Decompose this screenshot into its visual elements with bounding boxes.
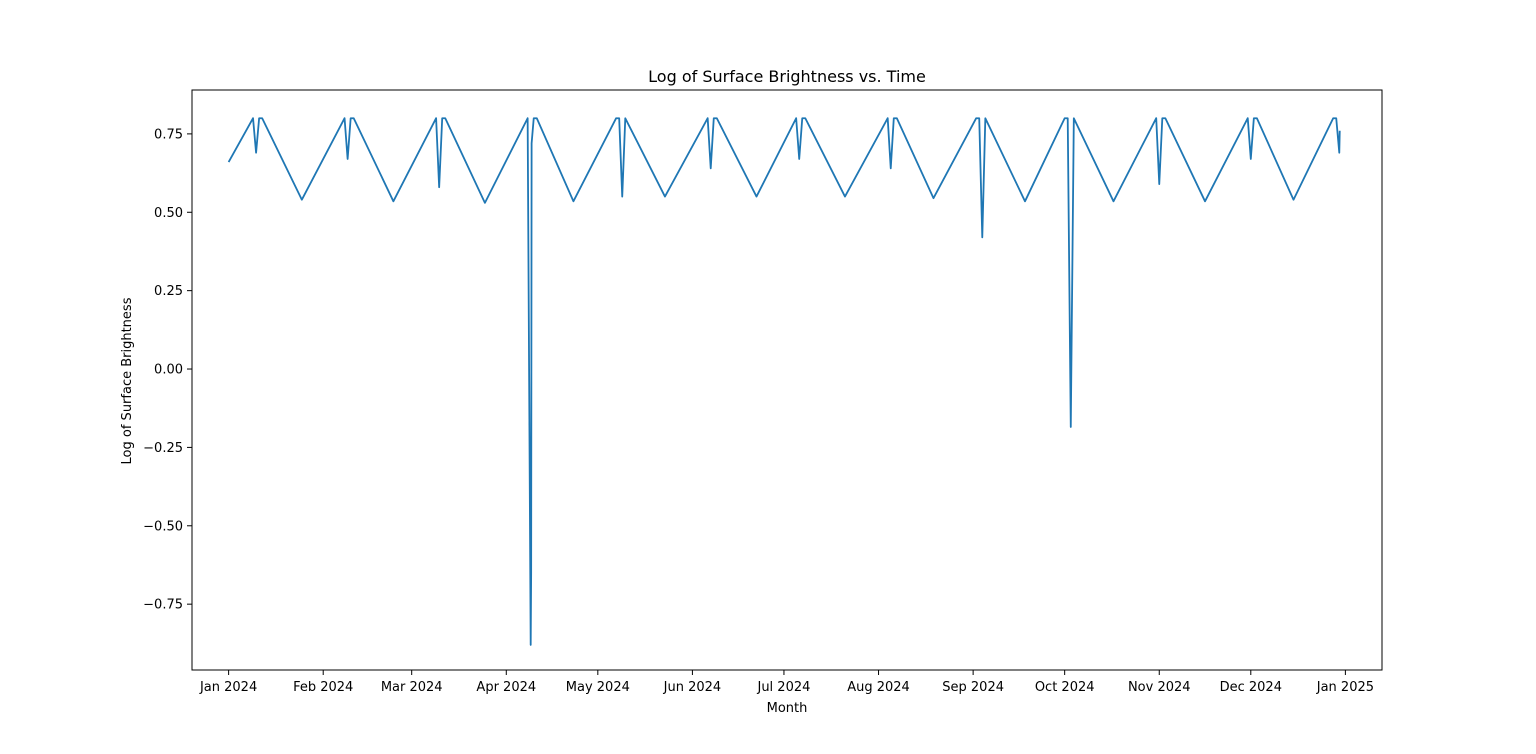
y-tick-label: −0.25 — [143, 441, 183, 456]
x-tick-label: Jan 2024 — [199, 680, 257, 695]
y-tick-label: −0.50 — [143, 519, 183, 534]
y-axis-ticks: −0.75 −0.50 −0.25 0.00 0.25 0.50 0.75 — [143, 127, 192, 613]
x-tick-label: May 2024 — [566, 680, 630, 695]
y-tick-label: −0.75 — [143, 598, 183, 613]
plot-area-frame — [191, 89, 1383, 671]
chart-title: Log of Surface Brightness vs. Time — [648, 67, 926, 86]
x-tick-label: Oct 2024 — [1035, 680, 1095, 695]
x-tick-label: Nov 2024 — [1128, 680, 1191, 695]
x-tick-label: Dec 2024 — [1220, 680, 1282, 695]
y-tick-label: 0.25 — [154, 284, 183, 299]
y-tick-label: 0.00 — [154, 363, 183, 378]
x-axis-label: Month — [767, 701, 808, 716]
x-tick-label: Mar 2024 — [381, 680, 443, 695]
y-axis-label: Log of Surface Brightness — [120, 297, 135, 464]
x-tick-label: Jul 2024 — [756, 680, 810, 695]
x-tick-label: Feb 2024 — [293, 680, 353, 695]
x-tick-label: Jun 2024 — [663, 680, 722, 695]
y-tick-label: 0.75 — [154, 127, 183, 142]
x-tick-label: Jan 2025 — [1316, 680, 1374, 695]
y-tick-label: 0.50 — [154, 206, 183, 221]
series-line — [227, 117, 1341, 646]
x-tick-label: Apr 2024 — [476, 680, 536, 695]
x-axis-ticks: Jan 2024 Feb 2024 Mar 2024 Apr 2024 May 2024… — [199, 670, 1374, 695]
x-tick-label: Aug 2024 — [847, 680, 910, 695]
x-tick-label: Sep 2024 — [942, 680, 1004, 695]
